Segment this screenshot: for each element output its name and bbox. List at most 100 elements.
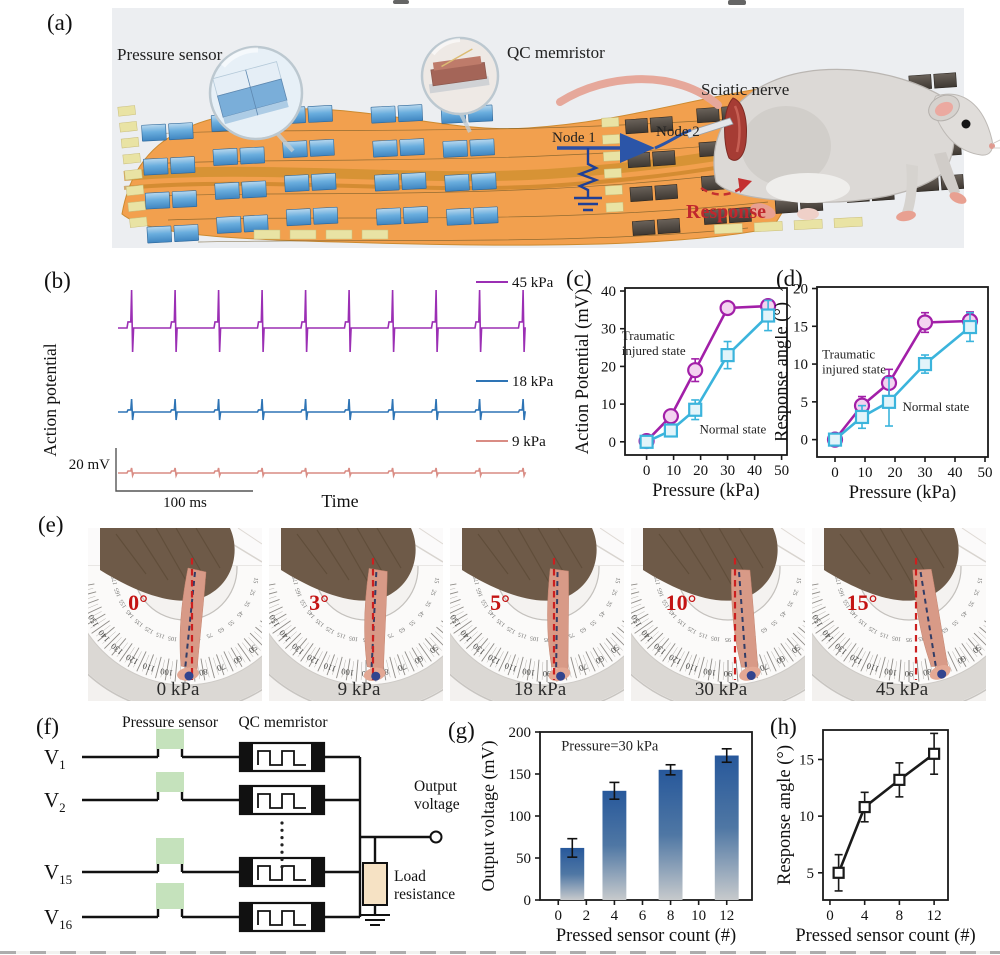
svg-text:QC memristor: QC memristor (238, 714, 328, 731)
svg-text:125: 125 (506, 625, 517, 635)
pressure-caption: 18 kPa (514, 679, 567, 700)
svg-text:165: 165 (838, 587, 847, 598)
svg-text:voltage: voltage (414, 796, 460, 813)
svg-text:Response angle (°): Response angle (°) (775, 745, 795, 885)
svg-text:155: 155 (843, 598, 853, 609)
svg-text:Output: Output (414, 778, 458, 795)
svg-text:Pressed sensor count (#): Pressed sensor count (#) (795, 926, 975, 946)
svg-text:95: 95 (725, 636, 731, 642)
angle-label: 10° (666, 590, 697, 615)
svg-text:0: 0 (831, 465, 839, 481)
pressure-sensor-block (156, 772, 184, 792)
svg-text:110: 110 (503, 661, 518, 675)
svg-text:145: 145 (306, 608, 316, 619)
panel-e-photos: 1501401301201101009080706050401751651551… (88, 528, 986, 701)
marker-dot (556, 671, 566, 681)
svg-text:175: 175 (111, 575, 118, 585)
svg-text:165: 165 (476, 587, 485, 598)
svg-text:Pressure (kPa): Pressure (kPa) (652, 481, 759, 501)
svg-text:30: 30 (918, 465, 933, 481)
svg-text:135: 135 (496, 617, 507, 627)
svg-text:155: 155 (300, 598, 310, 609)
panel-g-chart: 0 2 4 6 8 10 12 0 50 100 150 200 Pressed sensor coun… (478, 725, 753, 946)
svg-text:35: 35 (604, 599, 612, 607)
svg-text:Response angle (°): Response angle (°) (775, 302, 792, 442)
panel-d-label: (d) (776, 266, 803, 291)
panel-f-label: (f) (36, 714, 59, 739)
svg-text:15: 15 (794, 577, 801, 584)
svg-text:45: 45 (235, 609, 243, 617)
svg-text:45: 45 (416, 609, 424, 617)
svg-text:175: 175 (835, 575, 842, 585)
svg-text:70: 70 (397, 661, 408, 673)
pressure-caption: 45 kPa (876, 679, 929, 700)
rat-thigh (741, 106, 831, 186)
series-data (832, 732, 941, 892)
marker-dot (184, 671, 194, 681)
svg-text:95: 95 (544, 636, 550, 642)
svg-text:15: 15 (799, 752, 814, 768)
svg-text:10: 10 (691, 908, 706, 924)
svg-text:25: 25 (248, 588, 256, 596)
pressure-caption: 9 kPa (338, 679, 381, 700)
angle-label: 5° (490, 590, 510, 615)
svg-text:15: 15 (432, 577, 439, 584)
rat-tail (556, 75, 722, 109)
svg-text:V15: V15 (44, 860, 72, 887)
svg-text:100: 100 (340, 666, 354, 678)
svg-text:8: 8 (667, 908, 675, 924)
svg-text:V2: V2 (44, 788, 66, 815)
svg-text:4: 4 (861, 908, 869, 924)
svg-text:145: 145 (668, 608, 678, 619)
cropped-caption-strip (0, 951, 1000, 954)
svg-text:200: 200 (509, 725, 532, 741)
svg-text:70: 70 (578, 661, 589, 673)
svg-text:135: 135 (134, 617, 145, 627)
pressure-caption: 30 kPa (695, 679, 748, 700)
svg-text:145: 145 (487, 608, 497, 619)
node2-label: Node 2 (656, 124, 700, 140)
svg-text:155: 155 (119, 598, 129, 609)
svg-text:40: 40 (948, 465, 963, 481)
svg-text:65: 65 (940, 625, 948, 633)
svg-text:4: 4 (611, 908, 619, 924)
svg-text:12: 12 (719, 908, 734, 924)
svg-text:25: 25 (610, 588, 618, 596)
svg-text:75: 75 (567, 631, 575, 639)
circuit-row-V1: V1 (44, 729, 360, 773)
amplifier-icon (620, 133, 655, 163)
svg-text:V16: V16 (44, 905, 73, 932)
rat-paw-photo-2: 1501401301201101009080706050401751651551… (450, 528, 624, 701)
svg-text:10: 10 (858, 465, 873, 481)
svg-text:5: 5 (801, 395, 809, 411)
svg-text:40: 40 (622, 630, 624, 643)
response-label: Response (686, 201, 766, 223)
pressure-sensor-block (156, 729, 184, 749)
svg-text:resistance: resistance (394, 886, 455, 903)
svg-text:80: 80 (922, 667, 932, 678)
stimulation-circuit (557, 128, 692, 212)
svg-text:Pressed sensor count (#): Pressed sensor count (#) (556, 926, 736, 946)
electrode (685, 117, 734, 139)
panel-f-circuit: Pressure sensor QC memristor V1 V2 V15 V16 Out… (44, 714, 460, 933)
svg-text:6: 6 (639, 908, 647, 924)
svg-text:10: 10 (793, 357, 808, 373)
svg-text:150: 150 (509, 767, 532, 783)
svg-text:100: 100 (883, 666, 897, 678)
panel-h-label: (h) (770, 714, 797, 739)
svg-text:Load: Load (394, 868, 426, 885)
svg-text:40: 40 (803, 630, 805, 643)
svg-text:15: 15 (793, 319, 808, 335)
svg-text:90: 90 (543, 669, 552, 679)
svg-text:115: 115 (880, 630, 890, 639)
svg-text:85: 85 (918, 634, 925, 641)
svg-text:40: 40 (747, 463, 762, 479)
svg-text:2: 2 (583, 908, 591, 924)
svg-text:175: 175 (473, 575, 480, 585)
rat-illustration (556, 68, 1000, 222)
svg-text:175: 175 (654, 575, 661, 585)
svg-text:Traumatic: Traumatic (622, 328, 675, 343)
svg-text:105: 105 (711, 634, 721, 641)
svg-text:35: 35 (966, 599, 974, 607)
